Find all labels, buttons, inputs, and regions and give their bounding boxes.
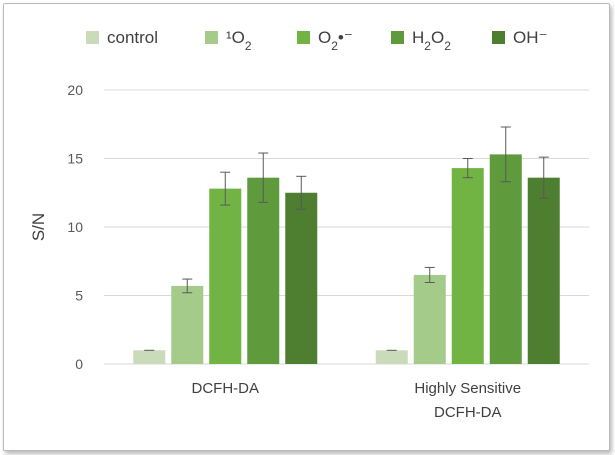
chart-frame: control ¹O2 O2•⁻ H2O2 OH⁻ 0 5 10 15 20 S/N DCFH-… [3, 3, 610, 451]
y-tick-label: 0 [75, 356, 83, 372]
y-axis-ticks: 0 5 10 15 20 [67, 82, 83, 372]
bar [375, 350, 408, 364]
legend-item: O2•⁻ [297, 28, 353, 53]
bar [451, 168, 484, 364]
bar [133, 350, 166, 364]
y-tick-label: 10 [67, 219, 83, 235]
bar [209, 188, 242, 364]
x-category-label: Highly Sensitive [414, 380, 521, 397]
bar [285, 192, 318, 364]
error-bar [462, 158, 473, 179]
error-bar [220, 171, 231, 206]
bar [171, 285, 204, 364]
legend-label: OH⁻ [513, 28, 547, 47]
legend-item: control [86, 28, 158, 47]
legend-label: O2•⁻ [318, 28, 353, 53]
bar [413, 274, 446, 364]
bar [527, 177, 560, 364]
legend-swatch [205, 31, 218, 44]
error-bars [144, 126, 549, 351]
legend-item: ¹O2 [205, 28, 252, 53]
error-bar [538, 156, 549, 199]
y-axis-label: S/N [29, 213, 48, 241]
bar-chart: control ¹O2 O2•⁻ H2O2 OH⁻ 0 5 10 15 20 S/N DCFH-… [29, 28, 589, 421]
legend-label: H2O2 [412, 28, 451, 53]
legend-swatch [391, 31, 404, 44]
legend-item: H2O2 [391, 28, 451, 53]
error-bar [258, 152, 269, 203]
legend-swatch [86, 31, 99, 44]
legend-item: OH⁻ [492, 28, 547, 47]
legend: control ¹O2 O2•⁻ H2O2 OH⁻ [86, 28, 547, 53]
x-axis-categories: DCFH-DA Highly Sensitive DCFH-DA [192, 380, 522, 421]
bar [247, 177, 280, 364]
error-bar [424, 266, 435, 283]
y-tick-label: 5 [75, 288, 83, 304]
error-bar [500, 126, 511, 183]
y-tick-label: 20 [67, 82, 83, 98]
legend-label: ¹O2 [226, 28, 252, 53]
legend-swatch [492, 31, 505, 44]
error-bar [296, 175, 307, 210]
legend-swatch [297, 31, 310, 44]
legend-label: control [107, 28, 158, 47]
bars [133, 154, 560, 364]
error-bar [182, 278, 193, 294]
y-tick-label: 15 [67, 151, 83, 167]
x-category-label: DCFH-DA [434, 404, 502, 421]
bar [489, 154, 522, 364]
x-category-label: DCFH-DA [192, 380, 260, 397]
